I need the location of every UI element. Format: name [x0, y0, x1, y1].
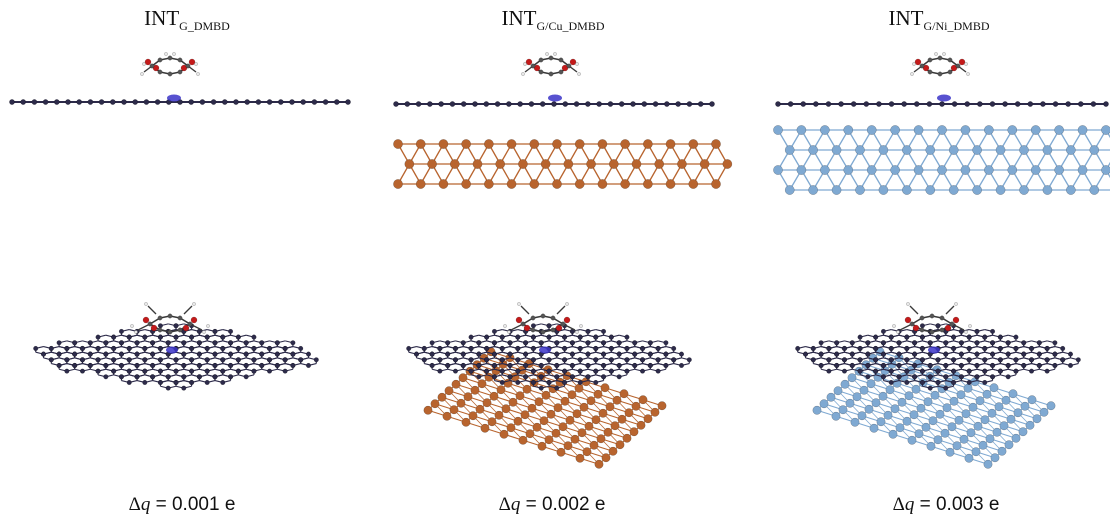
- panel-2-title: INTG/Cu_DMBD: [501, 6, 604, 34]
- panel-2-title-sub: G/Cu_DMBD: [536, 19, 605, 33]
- panel-3-delta-symbol: Δ: [892, 494, 905, 515]
- panel-3-graphene-perspective: [795, 323, 1081, 391]
- panel-1-title-main: INT: [144, 6, 180, 30]
- panel-3-molecule-side: [910, 52, 970, 77]
- panel-2-charge-label: Δq = 0.002 e: [499, 494, 606, 516]
- panel-2-title-main: INT: [501, 6, 537, 30]
- panel-2-graphene-perspective: [406, 323, 692, 391]
- panel-1-charge-density-side: [167, 94, 181, 102]
- panel-1-graphene-perspective: [33, 323, 319, 391]
- panel-3-charge-density-perspective: [928, 346, 940, 354]
- panel-1-delta-symbol: Δ: [128, 494, 141, 515]
- panel-1-graphene-side: [9, 99, 351, 105]
- panel-3-charge-variable: q: [904, 494, 915, 515]
- panel-2-delta-symbol: Δ: [498, 494, 511, 515]
- panel-1-title-sub: G_DMBD: [179, 19, 230, 33]
- panel-1-molecule-side: [140, 52, 200, 77]
- panel-1-title: INTG_DMBD: [144, 6, 230, 34]
- panel-1-charge-value: = 0.001 e: [150, 494, 236, 515]
- panel-2-charge-value: = 0.002 e: [520, 494, 606, 515]
- panel-2-charge-density-perspective: [539, 346, 551, 354]
- panel-3-charge-value: = 0.003 e: [914, 494, 1000, 515]
- panel-3-charge-label: Δq = 0.003 e: [893, 494, 1000, 516]
- panel-1-molecule-perspective: [130, 302, 210, 335]
- panel-2-substrate-side: [393, 139, 733, 189]
- panel-3-title-sub: G/Ni_DMBD: [923, 19, 990, 33]
- panel-2-molecule-perspective: [503, 302, 583, 335]
- panel-3-substrate-perspective: [812, 347, 1056, 469]
- panel-1-charge-label: Δq = 0.001 e: [129, 494, 236, 516]
- panel-3-molecule-perspective: [892, 302, 972, 335]
- panel-1-charge-variable: q: [140, 494, 151, 515]
- panel-2-charge-variable: q: [510, 494, 521, 515]
- panel-3-title: INTG/Ni_DMBD: [888, 6, 989, 34]
- panel-2-graphene-side: [393, 101, 715, 107]
- panel-2-substrate-perspective: [423, 347, 667, 469]
- panel-3-graphene-side: [775, 101, 1109, 107]
- panel-3-substrate-side: [773, 125, 1110, 195]
- panel-3-title-main: INT: [888, 6, 924, 30]
- panel-2-charge-density-side: [548, 94, 562, 102]
- panel-2-molecule-side: [521, 52, 581, 77]
- panel-3-charge-density-side: [937, 94, 951, 102]
- panel-1-charge-density-perspective: [166, 346, 178, 354]
